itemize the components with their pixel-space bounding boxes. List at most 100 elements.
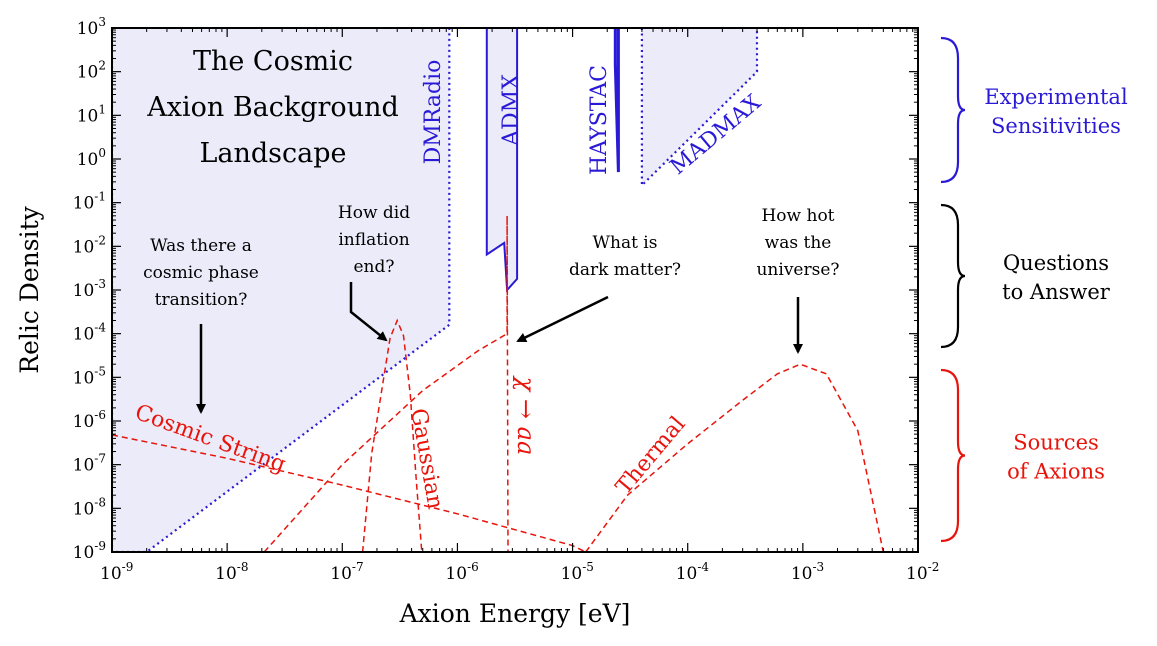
x-tick-base: 10 xyxy=(561,564,583,584)
source-label-2: χ → aa xyxy=(512,375,540,456)
y-tick-exponent: -5 xyxy=(94,364,106,378)
question-text-line: inflation xyxy=(338,230,409,250)
y-tick-exponent: -6 xyxy=(94,408,106,422)
question-text-line: What is xyxy=(593,233,658,253)
source-curves xyxy=(112,215,885,552)
question-text-line: was the xyxy=(765,233,832,253)
question-text-line: How hot xyxy=(761,206,834,226)
y-tick-exponent: 2 xyxy=(98,59,106,73)
x-tick-base: 10 xyxy=(676,564,698,584)
x-tick-label: 10-6 xyxy=(445,560,478,584)
x-tick-base: 10 xyxy=(100,564,122,584)
question-text-line: dark matter? xyxy=(569,260,681,280)
x-tick-exponent: -8 xyxy=(237,560,249,574)
chart-title-line: The Cosmic xyxy=(193,46,353,77)
bracket-label-line: Experimental xyxy=(984,85,1128,109)
experiment-label-admx: ADMX xyxy=(499,74,524,147)
question-text-line: cosmic phase xyxy=(143,263,259,283)
y-tick-label: 101 xyxy=(77,102,106,126)
x-tick-base: 10 xyxy=(906,564,928,584)
experiment-boundary-admx xyxy=(485,28,519,293)
x-tick-label: 10-9 xyxy=(100,560,133,584)
x-tick-exponent: -3 xyxy=(812,560,824,574)
x-tick-label: 10-2 xyxy=(906,560,939,584)
y-tick-exponent: -3 xyxy=(94,277,106,291)
source-curve-3 xyxy=(585,363,885,552)
x-tick-exponent: -4 xyxy=(697,560,709,574)
chart-title-line: Landscape xyxy=(199,138,346,169)
y-tick-base: 10 xyxy=(73,456,95,476)
question-arrow-2 xyxy=(516,295,609,343)
y-tick-exponent: -1 xyxy=(94,190,106,204)
category-brackets: Experimental Sensitivities Questions to Ans… xyxy=(940,36,1128,543)
y-tick-base: 10 xyxy=(73,281,95,301)
x-tick-exponent: -9 xyxy=(122,560,134,574)
x-axis-label: Axion Energy [eV] xyxy=(399,599,631,628)
chart-title-line: Axion Background xyxy=(146,92,399,123)
x-tick-base: 10 xyxy=(330,564,352,584)
experiment-region-madmax xyxy=(641,28,757,186)
y-tick-label: 10-1 xyxy=(73,190,106,214)
x-tick-label: 10-7 xyxy=(330,560,363,584)
bracket-label-line: of Axions xyxy=(1007,460,1105,484)
bracket-label-line: Questions xyxy=(1003,251,1109,275)
question-text-line: transition? xyxy=(155,290,248,310)
y-tick-exponent: 0 xyxy=(98,146,106,160)
y-tick-exponent: -2 xyxy=(94,233,106,247)
y-tick-exponent: -9 xyxy=(94,539,106,553)
x-tick-base: 10 xyxy=(791,564,813,584)
question-text-line: universe? xyxy=(756,260,839,280)
y-tick-exponent: 3 xyxy=(98,15,106,29)
y-tick-base: 10 xyxy=(77,150,99,170)
y-tick-base: 10 xyxy=(73,237,95,257)
source-curve-0 xyxy=(112,434,587,552)
x-tick-exponent: -2 xyxy=(928,560,940,574)
y-tick-base: 10 xyxy=(73,543,95,563)
experiment-boundary-haystac xyxy=(613,28,620,173)
y-tick-base: 10 xyxy=(77,63,99,83)
y-tick-base: 10 xyxy=(77,106,99,126)
y-tick-label: 10-2 xyxy=(73,233,106,257)
y-tick-base: 10 xyxy=(77,19,99,39)
x-tick-base: 10 xyxy=(215,564,237,584)
y-axis-label: Relic Density xyxy=(15,205,44,373)
question-arrow-1 xyxy=(349,282,388,342)
y-tick-label: 10-4 xyxy=(73,321,107,345)
x-tick-exponent: -6 xyxy=(467,560,479,574)
y-tick-base: 10 xyxy=(73,412,95,432)
y-tick-exponent: 1 xyxy=(98,102,106,116)
bracket-0 xyxy=(940,36,966,184)
bracket-2 xyxy=(940,368,966,543)
x-tick-exponent: -7 xyxy=(352,560,364,574)
y-tick-label: 103 xyxy=(77,15,106,39)
x-tick-base: 10 xyxy=(445,564,467,584)
experiment-label-haystac: HAYSTAC xyxy=(587,65,612,175)
x-tick-label: 10-3 xyxy=(791,560,824,584)
bracket-label-line: to Answer xyxy=(1002,280,1111,304)
source-curve-2 xyxy=(263,215,509,552)
y-tick-label: 10-6 xyxy=(73,408,106,432)
x-tick-label: 10-5 xyxy=(561,560,594,584)
bracket-1 xyxy=(940,203,966,349)
question-text-line: How did xyxy=(338,203,410,223)
question-text-line: end? xyxy=(353,257,394,277)
experiment-label-dmradio: DMRadio xyxy=(421,60,446,165)
y-tick-base: 10 xyxy=(73,325,95,345)
y-tick-label: 102 xyxy=(77,59,106,83)
y-tick-label: 100 xyxy=(77,146,106,170)
experiment-regions xyxy=(112,28,759,552)
y-tick-base: 10 xyxy=(73,499,95,519)
x-tick-label: 10-8 xyxy=(215,560,248,584)
y-tick-exponent: -8 xyxy=(94,495,106,509)
y-tick-label: 10-9 xyxy=(73,539,106,563)
bracket-label-line: Sensitivities xyxy=(991,114,1121,138)
y-tick-base: 10 xyxy=(73,368,95,388)
experiment-region-admx xyxy=(486,28,518,290)
y-tick-label: 10-5 xyxy=(73,364,106,388)
question-text-line: Was there a xyxy=(150,236,252,256)
experiment-boundary-madmax xyxy=(640,28,759,188)
experiment-region-dmradio xyxy=(112,28,450,552)
x-tick-label: 10-4 xyxy=(676,560,710,584)
